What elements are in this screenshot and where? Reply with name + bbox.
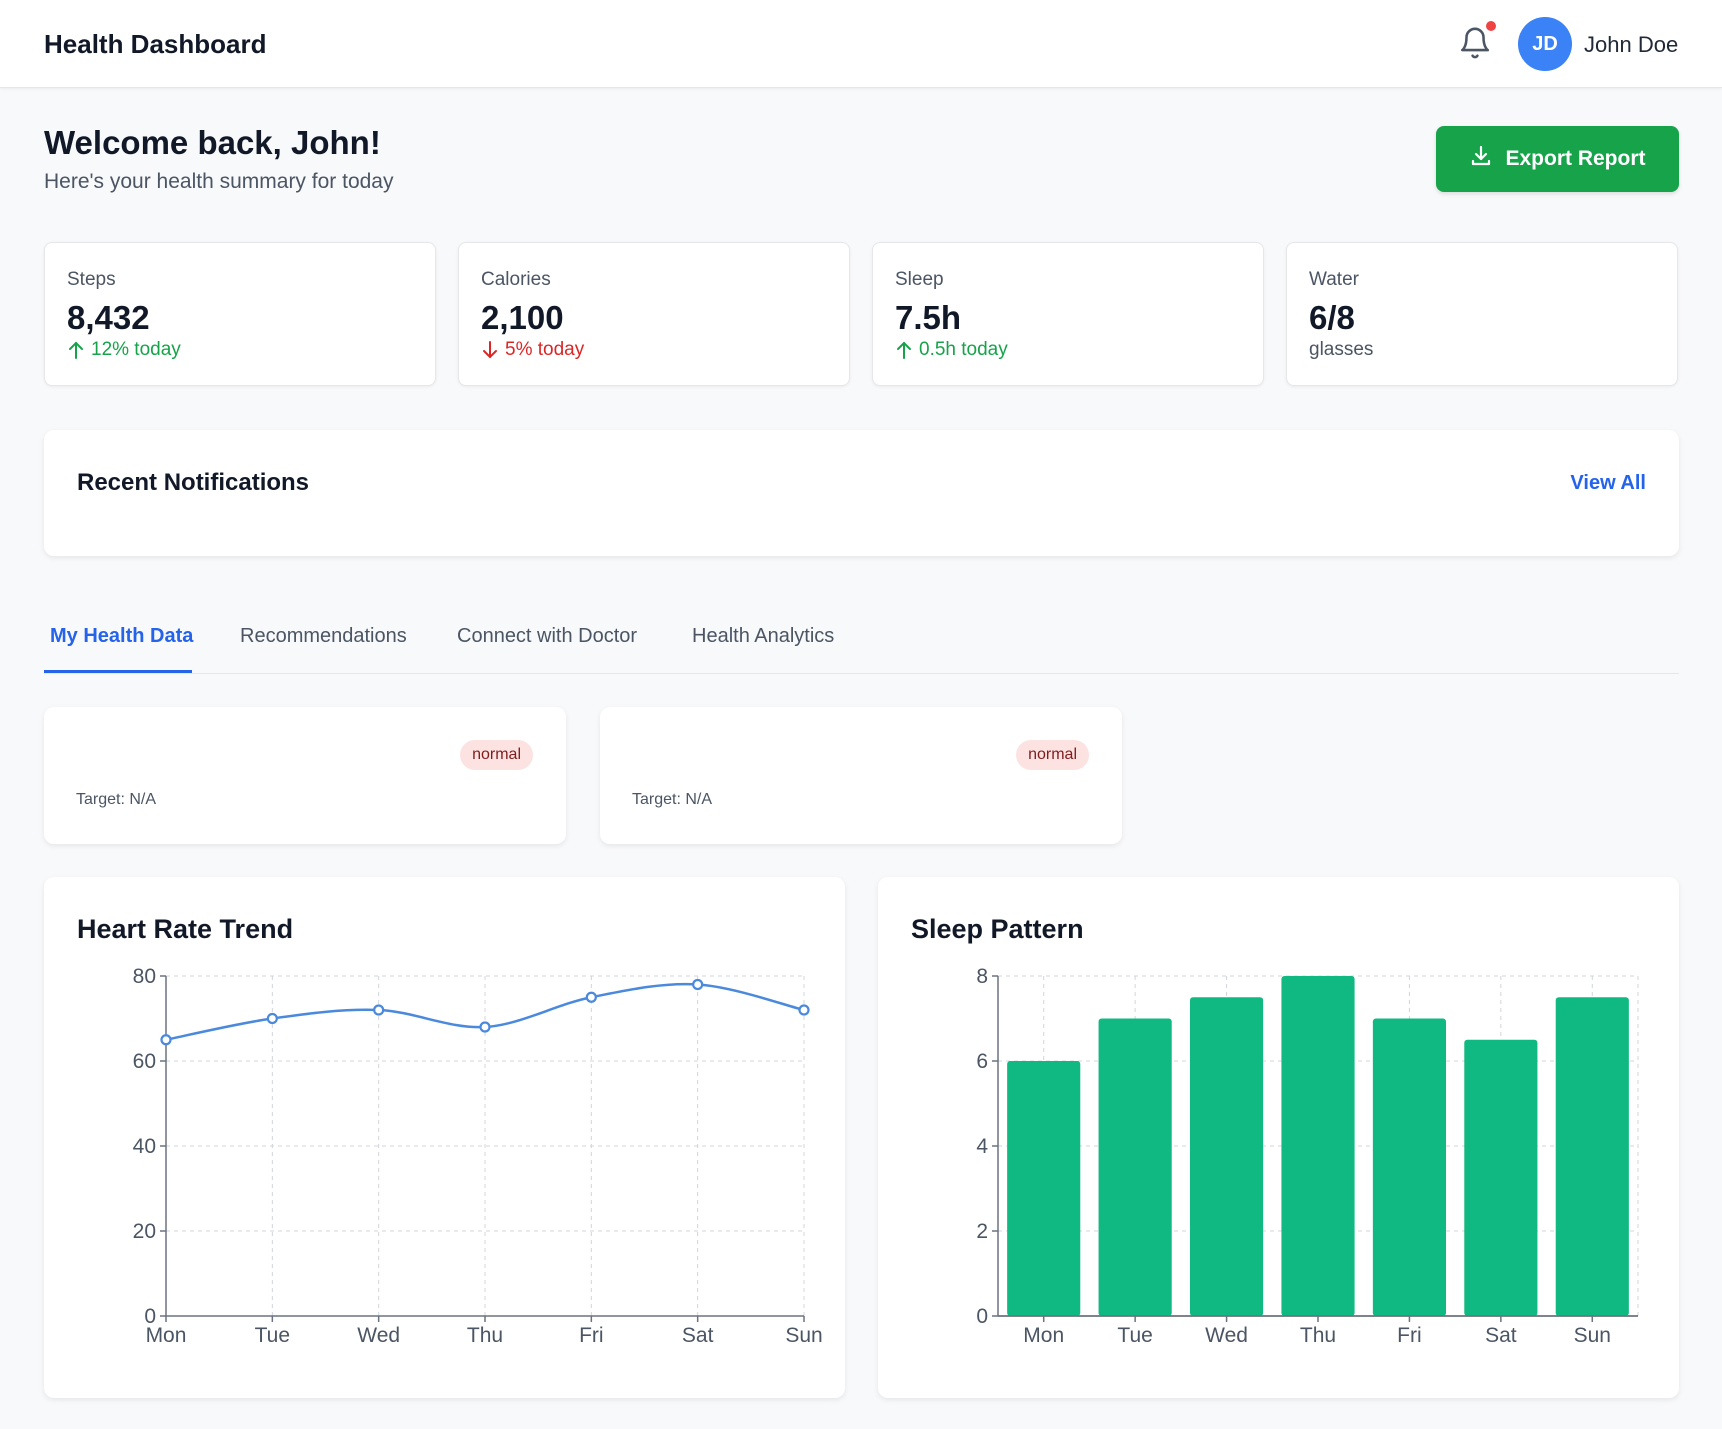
metric-target: Target: N/A (76, 791, 157, 808)
x-tick-label: Tue (1117, 1324, 1152, 1347)
arrow-down-icon (483, 341, 497, 359)
y-tick-label: 40 (133, 1135, 156, 1158)
y-tick-label: 2 (976, 1220, 988, 1243)
y-tick-label: 60 (133, 1050, 156, 1073)
x-tick-label: Wed (1205, 1324, 1248, 1347)
metric-card: normal Target: N/A (600, 707, 1122, 844)
notifications-card: Recent Notifications View All (44, 430, 1679, 556)
bar (1190, 997, 1264, 1316)
status-badge: normal (1016, 740, 1089, 770)
stat-card-sleep: Sleep 7.5h 0.5h today (872, 242, 1264, 386)
tab-connect-with-doctor[interactable]: Connect with Doctor (457, 625, 638, 647)
bar (1007, 1061, 1081, 1316)
chart-title: Heart Rate Trend (77, 914, 294, 944)
y-tick-label: 4 (976, 1135, 988, 1158)
stat-change: glasses (1309, 339, 1373, 361)
bell-icon[interactable] (1458, 26, 1492, 60)
x-tick-label: Sun (785, 1324, 822, 1347)
stat-change-text: 5% today (505, 339, 585, 360)
x-tick-label: Sat (682, 1324, 714, 1347)
x-tick-label: Sat (1485, 1324, 1517, 1347)
stat-change: 0.5h today (895, 339, 1008, 361)
stat-change-text: 0.5h today (919, 339, 1008, 360)
x-tick-label: Fri (579, 1324, 604, 1347)
notifications-title: Recent Notifications (77, 469, 310, 496)
y-tick-label: 6 (976, 1050, 988, 1073)
arrow-up-icon (69, 341, 83, 359)
heart-rate-chart-card: Heart Rate Trend 0 20 40 60 80 Mon Tue Wed Thu Fr… (44, 877, 845, 1398)
stat-change-text: 12% today (91, 339, 181, 360)
stat-change-text: glasses (1309, 339, 1374, 360)
tab-health-analytics[interactable]: Health Analytics (692, 625, 835, 647)
bar (1555, 997, 1629, 1316)
bar (1098, 1018, 1172, 1316)
export-report-label: Export Report (1505, 147, 1646, 170)
data-point (373, 1004, 385, 1016)
active-tab-indicator (44, 670, 192, 673)
tab-my-health-data[interactable]: My Health Data (50, 625, 194, 647)
y-tick-label: 80 (133, 965, 156, 988)
download-icon (1469, 144, 1493, 174)
x-tick-label: Thu (467, 1324, 503, 1347)
data-point (692, 978, 704, 991)
data-point (266, 1012, 278, 1025)
stat-label: Steps (67, 269, 116, 290)
bar (1281, 976, 1355, 1316)
data-point (798, 1004, 810, 1016)
y-tick-label: 0 (976, 1305, 988, 1328)
stat-card-water: Water 6/8 glasses (1286, 242, 1678, 386)
stat-value: 8,432 (67, 299, 150, 336)
x-tick-label: Fri (1397, 1324, 1422, 1347)
status-badge: normal (460, 740, 533, 770)
notification-dot (1486, 21, 1496, 31)
data-point (479, 1021, 491, 1033)
stat-label: Water (1309, 269, 1359, 290)
stat-change: 5% today (481, 339, 584, 361)
y-tick-label: 0 (144, 1305, 156, 1328)
view-all-link[interactable]: View All (1570, 472, 1646, 494)
avatar[interactable]: JD (1518, 17, 1572, 71)
y-tick-label: 20 (133, 1220, 156, 1243)
page-title: Welcome back, John! (44, 124, 381, 161)
data-point (585, 991, 597, 1003)
metric-target: Target: N/A (632, 791, 713, 808)
stat-change: 12% today (67, 339, 181, 361)
bar (1372, 1018, 1446, 1316)
x-tick-label: Wed (357, 1324, 400, 1347)
metric-card: normal Target: N/A (44, 707, 566, 844)
user-name[interactable]: John Doe (1584, 32, 1679, 57)
stat-value: 2,100 (481, 299, 564, 336)
tab-recommendations[interactable]: Recommendations (240, 625, 407, 647)
x-tick-label: Sun (1574, 1324, 1611, 1347)
x-tick-label: Mon (146, 1324, 187, 1347)
app-title: Health Dashboard (44, 29, 267, 59)
stat-value: 7.5h (895, 299, 962, 336)
x-tick-label: Thu (1300, 1324, 1336, 1347)
y-tick-label: 8 (976, 965, 988, 988)
bar (1464, 1039, 1538, 1316)
data-point (160, 1034, 172, 1046)
stat-card-calories: Calories 2,100 5% today (458, 242, 850, 386)
stat-label: Calories (481, 269, 551, 290)
x-tick-label: Mon (1023, 1324, 1064, 1347)
stat-card-steps: Steps 8,432 12% today (44, 242, 436, 386)
arrow-up-icon (897, 341, 911, 359)
export-report-button[interactable]: Export Report (1436, 126, 1679, 192)
sleep-pattern-chart-card: Sleep Pattern 0 2 4 6 8 Mon Tue Wed Thu Fri Sat Sun (878, 877, 1679, 1398)
tab-bar: My Health Data Recommendations Connect w… (44, 610, 1679, 674)
stat-value: 6/8 (1309, 299, 1355, 336)
page-subtitle: Here's your health summary for today (44, 170, 394, 193)
chart-title: Sleep Pattern (911, 914, 1084, 944)
heart-rate-chart: 0 20 40 60 80 Mon Tue Wed Thu Fri Sat Sun (133, 965, 823, 1347)
sleep-pattern-chart: 0 2 4 6 8 Mon Tue Wed Thu Fri Sat Sun (976, 965, 1639, 1347)
x-tick-label: Tue (255, 1324, 290, 1347)
top-bar: Health Dashboard JD John Doe (0, 0, 1722, 88)
stat-label: Sleep (895, 269, 944, 290)
